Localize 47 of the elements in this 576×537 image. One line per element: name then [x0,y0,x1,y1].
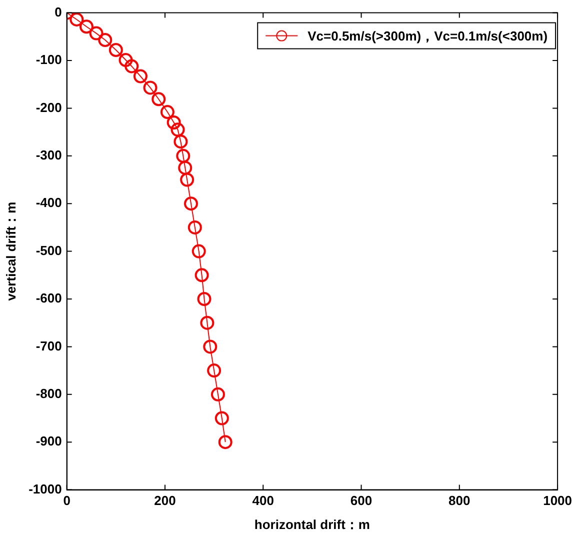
point [178,160,192,175]
point [192,244,206,258]
y-tick-label: -200 [36,100,62,115]
x-tick-label: 400 [252,493,274,508]
point [174,134,188,149]
point [160,105,174,120]
point [152,92,166,106]
point [124,59,139,74]
point [180,172,194,187]
y-tick-label: -700 [36,338,62,354]
y-tick-label: -800 [36,386,62,401]
y-tick-label: -500 [36,242,62,258]
y-tick-label: -1000 [28,481,62,496]
point [79,20,94,34]
point [210,387,225,402]
point [166,116,181,130]
point [188,220,202,234]
y-tick-label: 0 [54,4,62,20]
point [98,32,112,47]
point [176,148,190,163]
point [170,122,185,137]
y-axis-title: vertical drift：m [3,202,18,301]
point [218,435,232,450]
y-tick-label: -300 [36,147,62,162]
point [89,26,104,40]
x-tick-label: 800 [448,493,470,508]
point [207,364,222,378]
x-tick-label: 200 [154,493,176,508]
point [197,292,212,306]
point [214,411,229,426]
point [184,196,198,211]
point [194,268,209,282]
legend-label: Vc=0.5m/s(>300m)，Vc=0.1m/s(<300m) [308,28,548,44]
point [143,80,158,95]
point [203,340,218,354]
point [133,69,148,84]
point [70,12,84,26]
point [200,316,214,330]
y-tick-label: -100 [36,52,62,68]
y-tick-label: -400 [36,195,62,210]
point [118,53,133,68]
y-tick-label: -900 [36,434,62,449]
y-tick-label: -600 [36,290,62,306]
x-tick-label: 1000 [543,493,572,508]
x-tick-label: 600 [350,493,372,508]
point [108,43,123,58]
x-axis-title: horizontal drift：m [254,516,370,532]
